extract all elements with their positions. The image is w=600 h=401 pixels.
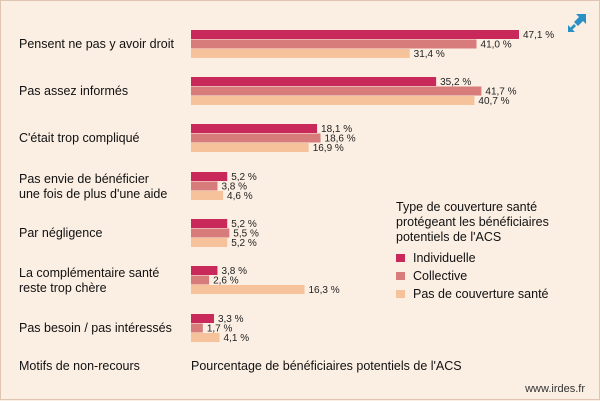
value-label-0-5: 3,8 % [221,266,247,277]
value-label-2-4: 5,2 % [231,238,257,249]
bar-collective-1 [191,86,482,96]
value-label-0-4: 5,2 % [231,219,257,230]
bar-individuelle-0 [191,30,519,39]
category-label-1: Pas assez informés [19,84,128,98]
y-axis-title: Motifs de non-recours [19,359,140,373]
bar-aucune-6 [191,333,220,342]
legend-title-line-1: Type de couverture santé [396,200,537,214]
legend-swatch-collective [396,272,405,280]
value-label-1-6: 1,7 % [207,324,233,335]
legend-title-line-3: potentiels de l'ACS [396,230,501,244]
value-label-1-4: 5,5 % [233,229,259,240]
bar-individuelle-2 [191,124,318,133]
bar-individuelle-6 [191,314,214,323]
bar-aucune-0 [191,49,410,58]
value-label-0-3: 5,2 % [231,172,257,183]
legend-label-collective: Collective [413,269,467,283]
value-label-0-1: 35,2 % [440,77,471,88]
legend-label-individuelle: Individuelle [413,251,476,265]
bar-collective-5 [191,275,210,285]
value-label-2-2: 16,9 % [313,143,344,154]
bar-individuelle-1 [191,77,437,86]
x-axis-title: Pourcentage de bénéficiaires potentiels … [191,359,462,373]
value-label-1-1: 41,7 % [485,87,516,98]
value-label-1-2: 18,6 % [325,134,356,145]
bar-aucune-1 [191,96,475,105]
category-label-3-line-0: Pas envie de bénéficier [19,172,149,186]
legend-swatch-aucune [396,290,405,298]
value-label-2-1: 40,7 % [478,96,509,107]
legend: Type de couverture santé protégeant les … [396,200,549,301]
legend-label-aucune: Pas de couverture santé [413,287,549,301]
bar-collective-6 [191,323,203,333]
category-labels: Pensent ne pas y avoir droit Pas assez in… [19,37,174,335]
category-label-0: Pensent ne pas y avoir droit [19,37,174,51]
category-label-6: Pas besoin / pas intéressés [19,321,172,335]
bar-aucune-2 [191,143,309,152]
category-label-3-line-1: une fois de plus d'une aide [19,187,167,201]
value-label-0-6: 3,3 % [218,314,244,325]
bars-group: 47,1 % 41,0 % 31,4 % 35,2 % 41,7 %40,7 % 18,1… [191,30,554,344]
expand-arrows-icon[interactable] [567,13,587,33]
bar-collective-3 [191,181,218,191]
value-label-2-3: 4,6 % [227,191,253,202]
category-label-4: Par négligence [19,226,102,240]
value-label-2-0: 31,4 % [414,49,445,60]
category-label-2: C'était trop compliqué [19,131,140,145]
bar-collective-4 [191,228,230,238]
value-label-0-0: 47,1 % [523,30,554,41]
bar-aucune-3 [191,191,224,200]
category-label-5-line-0: La complémentaire santé [19,266,159,280]
bar-aucune-4 [191,238,228,247]
bar-individuelle-3 [191,172,228,181]
bar-collective-2 [191,133,321,143]
bar-individuelle-5 [191,266,218,275]
legend-swatch-individuelle [396,254,405,262]
category-label-5-line-1: reste trop chère [19,281,107,295]
value-label-1-0: 41,0 % [481,40,512,51]
bar-individuelle-4 [191,219,228,228]
value-label-0-2: 18,1 % [321,124,352,135]
value-label-2-6: 4,1 % [224,333,250,344]
bar-collective-0 [191,39,477,49]
value-label-1-3: 3,8 % [221,182,247,193]
source-site[interactable]: www.irdes.fr [524,383,585,395]
bar-aucune-5 [191,285,305,294]
legend-title-line-2: protégeant les bénéficiaires [396,215,549,229]
value-label-2-5: 16,3 % [309,285,340,296]
value-label-1-5: 2,6 % [213,276,239,287]
